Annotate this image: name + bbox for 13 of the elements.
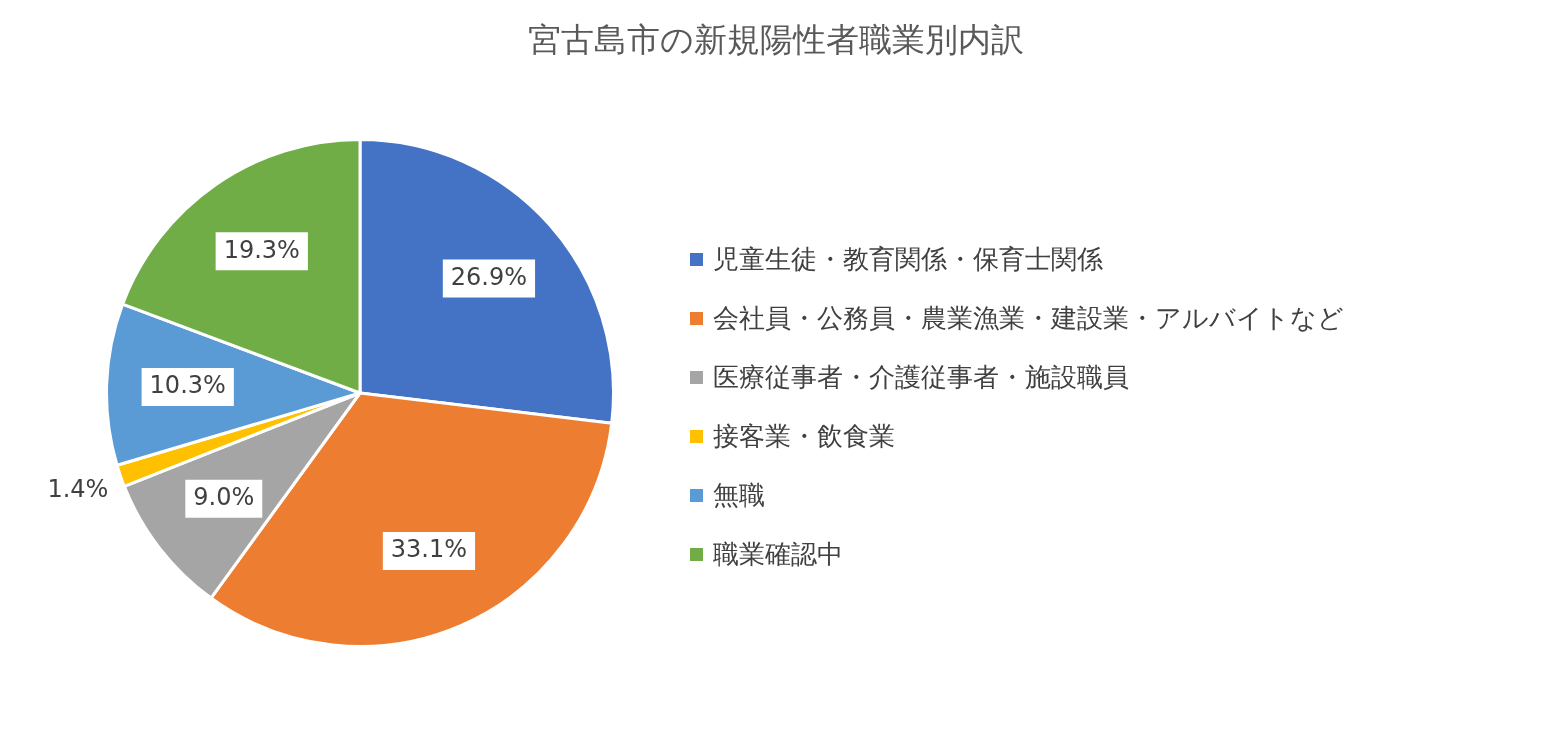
legend-label: 会社員・公務員・農業漁業・建設業・アルバイトなど	[713, 302, 1344, 335]
data-label: 33.1%	[390, 535, 468, 564]
chart-title: 宮古島市の新規陽性者職業別内訳	[526, 19, 1025, 61]
data-label: 10.3%	[149, 371, 226, 400]
legend-label: 職業確認中	[713, 538, 843, 571]
data-label: 9.0%	[193, 482, 255, 511]
legend-label: 無職	[713, 479, 765, 512]
data-label: 19.3%	[223, 235, 300, 264]
legend-label: 児童生徒・教育関係・保育士関係	[713, 243, 1103, 276]
legend-label: 接客業・飲食業	[713, 420, 895, 453]
legend-label: 医療従事者・介護従事者・施設職員	[713, 361, 1129, 394]
data-label: 26.9%	[450, 262, 528, 291]
data-label: 1.4%	[47, 474, 109, 503]
